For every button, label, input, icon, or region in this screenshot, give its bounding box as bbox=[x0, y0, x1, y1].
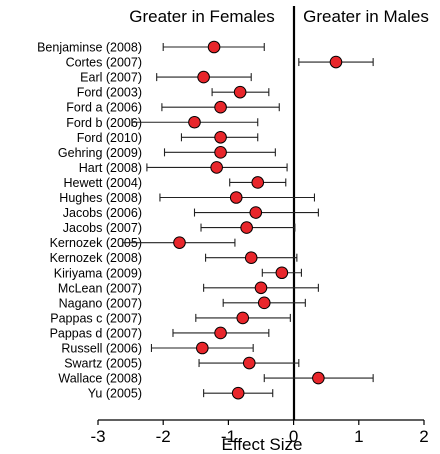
study-row: Russell (2006) bbox=[61, 341, 254, 356]
effect-size-marker bbox=[229, 191, 243, 204]
study-row: Kernozek (2005) bbox=[50, 236, 236, 250]
study-label: Nagano (2007) bbox=[59, 296, 142, 310]
study-row: Ford a (2006) bbox=[66, 100, 280, 115]
effect-size-marker bbox=[214, 146, 227, 159]
effect-size-marker bbox=[257, 296, 271, 310]
x-tick-label: 2 bbox=[419, 427, 428, 446]
effect-size-marker bbox=[188, 115, 201, 129]
effect-size-marker bbox=[240, 221, 253, 234]
study-label: Wallace (2008) bbox=[58, 372, 142, 386]
study-label: Hughes (2008) bbox=[59, 191, 142, 205]
x-axis-ticks: -3 -2 -1 0 1 2 bbox=[90, 420, 429, 446]
study-label: Gehring (2009) bbox=[58, 146, 142, 160]
effect-size-marker bbox=[197, 70, 210, 84]
effect-size-marker bbox=[249, 206, 263, 219]
study-row: Ford (2010) bbox=[77, 131, 259, 145]
x-tick-label: -3 bbox=[90, 427, 105, 446]
study-row: Hart (2008) bbox=[79, 161, 288, 175]
study-row: Jacobs (2007) bbox=[63, 221, 296, 235]
effect-size-marker bbox=[214, 100, 227, 114]
study-label: Ford b (2006) bbox=[66, 116, 142, 130]
study-label: Jacobs (2006) bbox=[63, 206, 142, 220]
study-label: Yu (2005) bbox=[88, 387, 142, 401]
study-row: Ford b (2006) bbox=[66, 115, 259, 130]
study-row: Kiriyama (2009) bbox=[54, 266, 302, 280]
study-row: McLean (2007) bbox=[58, 281, 319, 295]
effect-size-marker bbox=[242, 356, 256, 370]
study-label: Russell (2006) bbox=[61, 342, 142, 356]
study-row: Benjaminse (2008) bbox=[37, 40, 265, 55]
study-row: Pappas d (2007) bbox=[50, 326, 270, 340]
study-row: Hewett (2004) bbox=[63, 176, 287, 190]
study-label: Pappas c (2007) bbox=[50, 311, 142, 325]
study-label: Swartz (2005) bbox=[64, 357, 142, 371]
effect-size-marker bbox=[173, 236, 186, 249]
study-label: Kernozek (2008) bbox=[50, 251, 142, 265]
study-label: Cortes (2007) bbox=[66, 56, 142, 70]
study-label: Benjaminse (2008) bbox=[37, 41, 142, 55]
study-label: Ford a (2006) bbox=[66, 101, 142, 115]
effect-size-marker bbox=[251, 176, 265, 189]
study-row: Gehring (2009) bbox=[58, 146, 276, 160]
effect-size-marker bbox=[231, 386, 245, 400]
study-row: Kernozek (2008) bbox=[50, 251, 298, 265]
effect-size-marker bbox=[196, 341, 209, 355]
study-label: Kiriyama (2009) bbox=[54, 266, 142, 280]
x-tick-label: -2 bbox=[156, 427, 171, 446]
study-row: Pappas c (2007) bbox=[50, 311, 291, 325]
study-row: Ford (2003) bbox=[77, 85, 270, 100]
effect-size-marker bbox=[275, 266, 289, 280]
study-row: Swartz (2005) bbox=[64, 356, 300, 371]
x-tick-label: -1 bbox=[221, 427, 236, 446]
study-label: Earl (2007) bbox=[80, 71, 142, 85]
effect-size-marker bbox=[312, 371, 325, 385]
study-rows: Benjaminse (2008)Cortes (2007)Earl (2007… bbox=[37, 40, 374, 401]
study-row: Earl (2007) bbox=[80, 70, 252, 85]
study-label: Pappas d (2007) bbox=[50, 326, 142, 340]
effect-size-marker bbox=[329, 55, 343, 69]
left-header: Greater in Females bbox=[129, 7, 275, 26]
x-tick-label: 1 bbox=[354, 427, 363, 446]
effect-size-marker bbox=[244, 251, 258, 265]
study-label: Hart (2008) bbox=[79, 161, 142, 175]
effect-size-marker bbox=[233, 85, 247, 99]
effect-size-marker bbox=[214, 326, 227, 340]
effect-size-marker bbox=[236, 311, 250, 325]
study-label: Hewett (2004) bbox=[63, 176, 142, 190]
study-label: Kernozek (2005) bbox=[50, 236, 142, 250]
study-label: Jacobs (2007) bbox=[63, 221, 142, 235]
study-row: Yu (2005) bbox=[88, 386, 274, 401]
study-row: Jacobs (2006) bbox=[63, 206, 319, 220]
study-row: Cortes (2007) bbox=[66, 56, 374, 70]
right-header: Greater in Males bbox=[303, 7, 429, 26]
effect-size-marker bbox=[210, 161, 223, 174]
x-tick-label: 0 bbox=[289, 427, 298, 446]
study-row: Wallace (2008) bbox=[58, 371, 374, 386]
study-row: Hughes (2008) bbox=[59, 191, 316, 205]
effect-size-marker bbox=[214, 131, 227, 144]
effect-size-marker bbox=[207, 40, 221, 54]
study-label: McLean (2007) bbox=[58, 281, 142, 295]
effect-size-marker bbox=[254, 281, 268, 295]
x-axis-title: Effect Size bbox=[222, 435, 303, 454]
study-row: Nagano (2007) bbox=[59, 296, 306, 310]
study-label: Ford (2003) bbox=[77, 86, 142, 100]
study-label: Ford (2010) bbox=[77, 131, 142, 145]
